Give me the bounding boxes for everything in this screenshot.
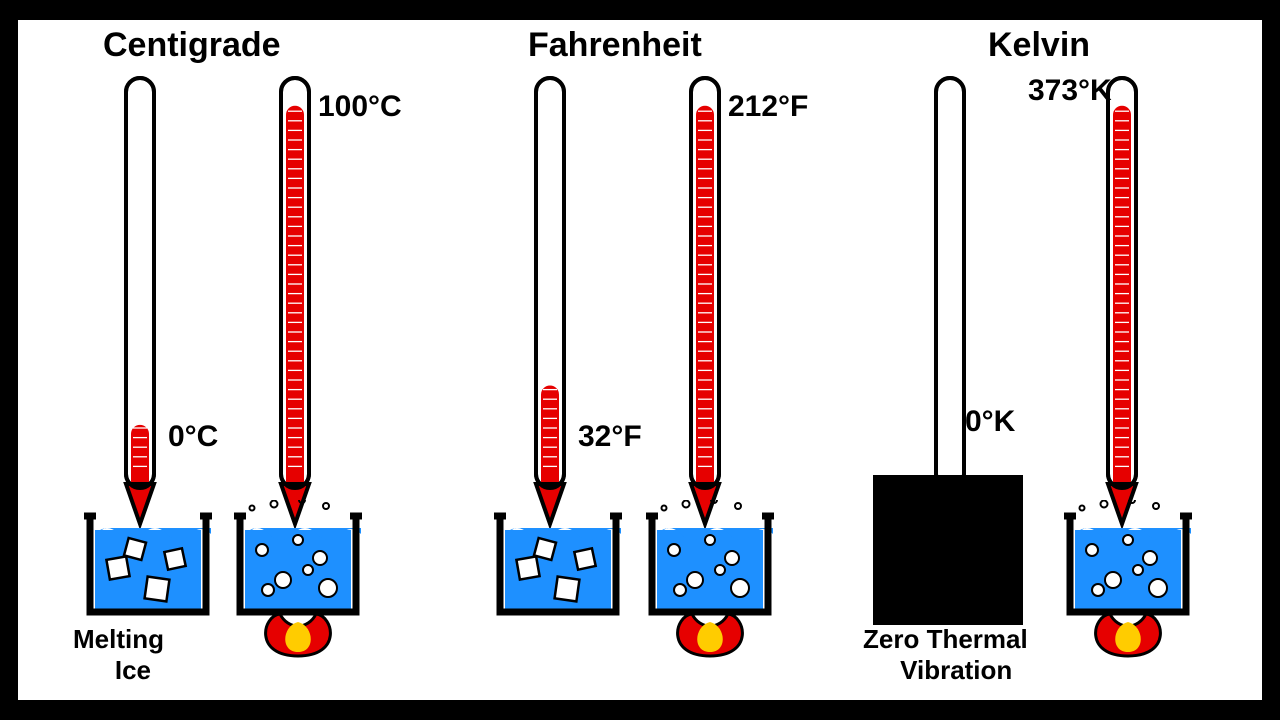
temp-label: 0°C: [168, 420, 218, 454]
ice-beaker: [488, 500, 628, 620]
temp-label: 0°K: [965, 405, 1015, 439]
thermometer-centigrade-low: [118, 70, 162, 540]
boiling-beaker: [228, 500, 368, 620]
scale-title: Kelvin: [988, 26, 1090, 65]
thermometer-fahrenheit-high: [683, 70, 727, 540]
scene-caption: Melting Ice: [73, 624, 164, 686]
thermometer-kelvin-low: [928, 70, 972, 540]
thermometer-centigrade-high: [273, 70, 317, 540]
temp-label: 373°K: [1028, 74, 1112, 108]
thermometer-kelvin-high: [1100, 70, 1144, 540]
outer-frame: Centigrade 0°C Melting Ice 100°C Fahrenheit 3…: [0, 0, 1280, 720]
absolute-zero-box: [873, 475, 1023, 625]
temp-label: 100°C: [318, 90, 402, 124]
ice-beaker: [78, 500, 218, 620]
scale-title: Centigrade: [103, 26, 281, 65]
scale-title: Fahrenheit: [528, 26, 702, 65]
temp-label: 32°F: [578, 420, 642, 454]
thermometer-fahrenheit-low: [528, 70, 572, 540]
diagram-canvas: Centigrade 0°C Melting Ice 100°C Fahrenheit 3…: [18, 20, 1262, 700]
temp-label: 212°F: [728, 90, 808, 124]
boiling-beaker: [1058, 500, 1198, 620]
boiling-beaker: [640, 500, 780, 620]
scene-caption: Zero Thermal Vibration: [863, 624, 1028, 686]
